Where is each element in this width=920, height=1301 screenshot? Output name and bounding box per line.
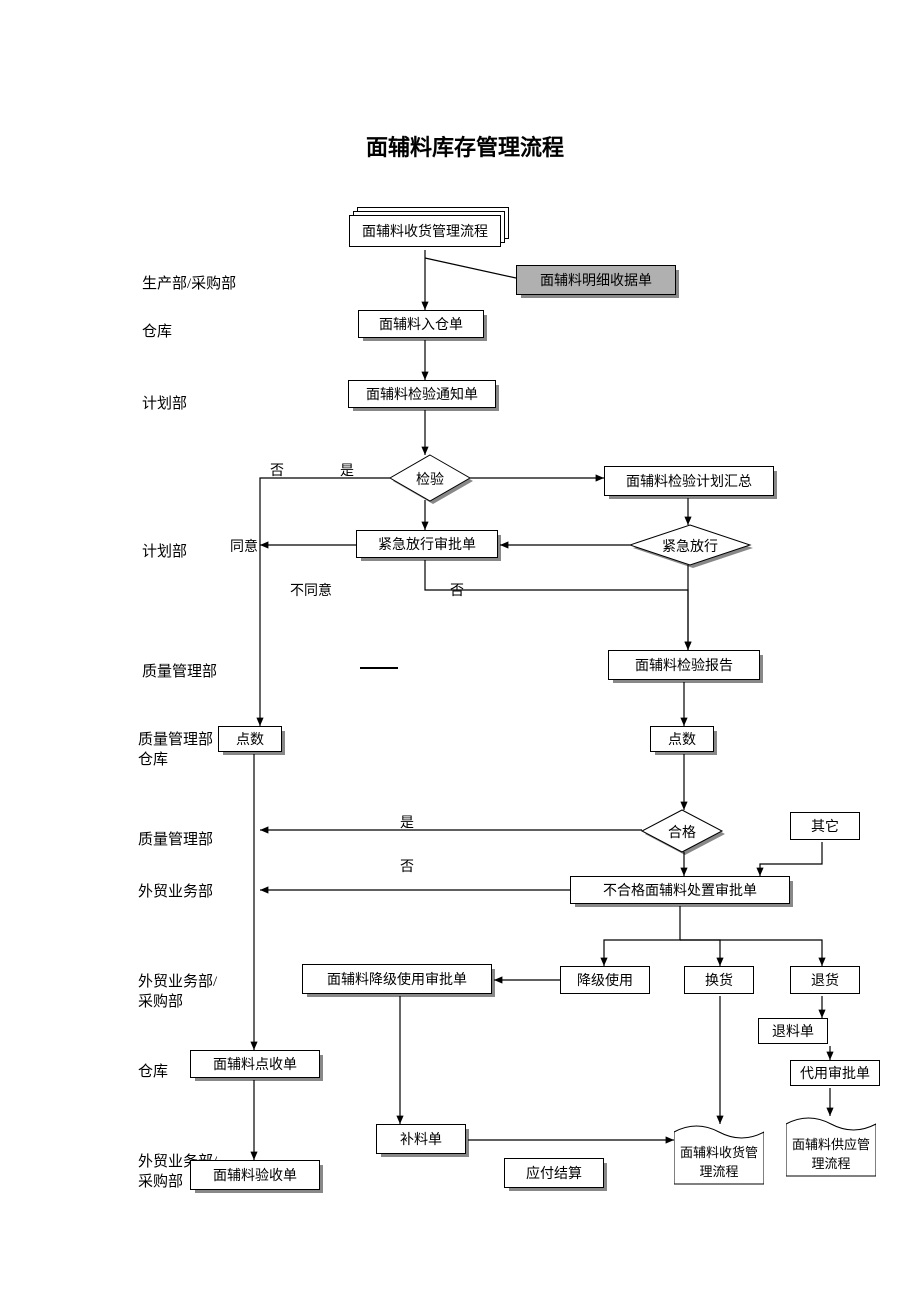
lane-label: 计划部 [142, 540, 187, 561]
edge-label: 同意 [230, 536, 258, 556]
process-box: 点数 [218, 726, 282, 752]
diagram-title: 面辅料库存管理流程 [335, 130, 595, 162]
edge-label: 不同意 [290, 580, 332, 600]
process-box: 退货 [790, 966, 860, 994]
stack-node: 面辅料收货管理流程 [349, 215, 511, 257]
edge-label: 是 [340, 460, 354, 480]
process-box: 应付结算 [504, 1158, 604, 1188]
lane-label: 仓库 [138, 1060, 168, 1081]
edge-label: 否 [450, 580, 464, 600]
lane-label: 仓库 [138, 748, 168, 769]
process-box: 面辅料入仓单 [358, 310, 484, 338]
decision-diamond: 合格 [642, 810, 722, 852]
decision-diamond: 紧急放行 [630, 525, 750, 565]
lane-label: 质量管理部 [138, 828, 213, 849]
document-node: 面辅料收货管理流程 [674, 1124, 764, 1184]
lane-label: 仓库 [142, 320, 172, 341]
lane-label: 计划部 [142, 392, 187, 413]
process-box: 代用审批单 [790, 1060, 880, 1086]
process-box: 其它 [790, 812, 860, 840]
flowchart-edges [0, 0, 920, 1301]
process-box: 补料单 [376, 1124, 466, 1154]
process-box: 面辅料检验通知单 [348, 380, 496, 408]
edge-label: 否 [270, 460, 284, 480]
edge-label: 是 [400, 812, 414, 832]
process-box: 点数 [650, 726, 714, 752]
lane-label: 生产部/采购部 [142, 272, 236, 293]
lane-label: 质量管理部 [142, 660, 217, 681]
lane-label: 外贸业务部 [138, 880, 213, 901]
edge-label: 否 [400, 856, 414, 876]
process-box: 面辅料检验报告 [608, 650, 760, 680]
lane-label: 采购部 [138, 990, 183, 1011]
process-box: 面辅料点收单 [190, 1050, 320, 1078]
document-node: 面辅料供应管理流程 [786, 1116, 876, 1176]
process-box: 降级使用 [560, 966, 650, 994]
process-box: 退料单 [758, 1018, 828, 1044]
process-box: 面辅料明细收据单 [516, 265, 676, 295]
process-box: 紧急放行审批单 [356, 530, 498, 558]
decision-diamond: 检验 [390, 455, 470, 501]
process-box: 不合格面辅料处置审批单 [570, 876, 790, 904]
process-box: 面辅料降级使用审批单 [302, 964, 492, 994]
process-box: 面辅料验收单 [190, 1160, 320, 1190]
lane-label: 外贸业务部/ [138, 970, 217, 991]
lane-label: 采购部 [138, 1170, 183, 1191]
process-box: 面辅料检验计划汇总 [604, 466, 774, 496]
lane-label: 质量管理部 [138, 728, 213, 749]
process-box: 换货 [684, 966, 754, 994]
